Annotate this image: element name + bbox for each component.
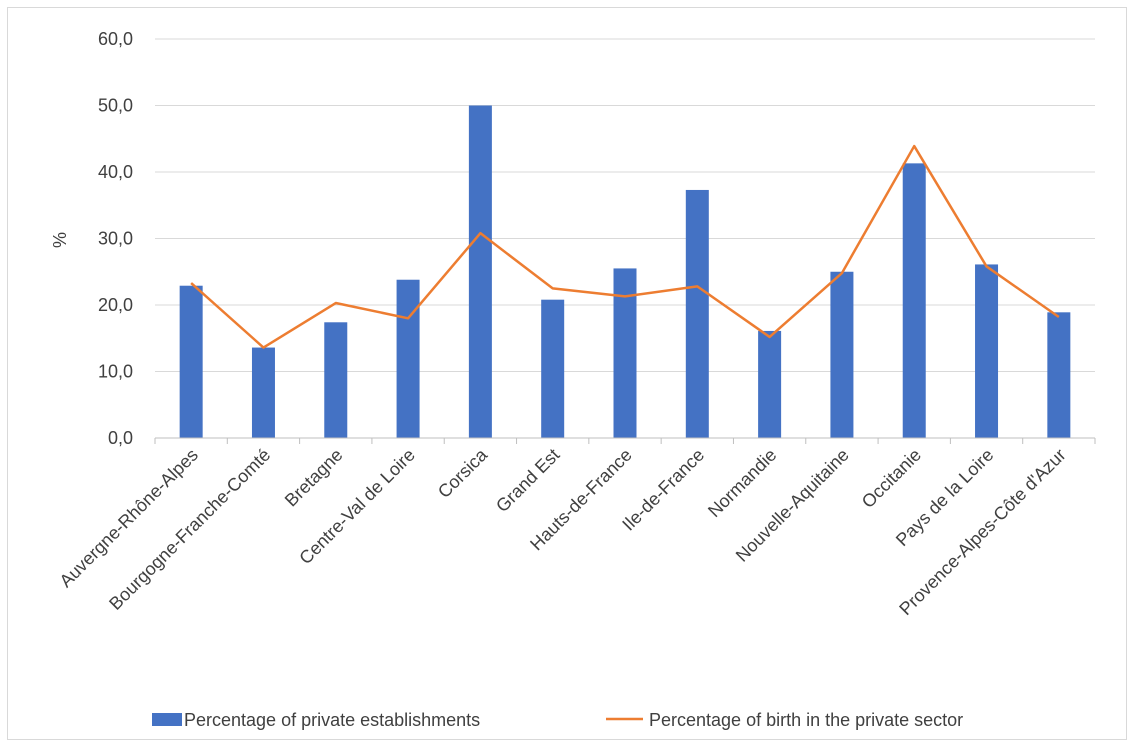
bar: [830, 271, 854, 438]
bar: [613, 268, 637, 438]
legend: Percentage of private establishments Per…: [152, 710, 963, 730]
bars: [179, 105, 1071, 439]
x-tick-label: Corsica: [434, 444, 492, 502]
y-tick-label: 20,0: [98, 295, 133, 315]
legend-swatch-bar: [152, 713, 182, 726]
y-tick-label: 10,0: [98, 362, 133, 382]
bar: [902, 163, 926, 439]
y-tick-label: 0,0: [108, 428, 133, 448]
y-tick-label: 30,0: [98, 229, 133, 249]
y-tick-label: 40,0: [98, 162, 133, 182]
bar: [179, 285, 203, 438]
bar: [685, 189, 709, 438]
x-tick-label: Normandie: [704, 445, 780, 521]
bar: [1047, 312, 1071, 438]
bar: [758, 330, 782, 438]
bar: [251, 347, 275, 438]
bar: [396, 279, 420, 438]
bar: [324, 322, 348, 438]
x-tick-labels: Auvergne-Rhône-AlpesBourgogne-Franche-Co…: [56, 444, 1070, 619]
bar: [468, 105, 492, 438]
gridlines: [155, 38, 1095, 372]
bar: [975, 264, 999, 438]
y-axis-title: %: [50, 232, 70, 248]
x-tick-label: Grand Est: [492, 445, 563, 516]
x-tick-label: Bretagne: [281, 445, 347, 511]
y-tick-label: 50,0: [98, 96, 133, 116]
x-tick-label: Occitanie: [858, 445, 925, 512]
y-tick-labels: 0,0 10,0 20,0 30,0 40,0 50,0 60,0: [98, 29, 133, 448]
legend-label-bar: Percentage of private establishments: [184, 710, 480, 730]
legend-label-line: Percentage of birth in the private secto…: [649, 710, 963, 730]
line-series: [190, 144, 1060, 349]
y-tick-label: 60,0: [98, 29, 133, 49]
x-tick-label: Auvergne-Rhône-Alpes: [56, 445, 202, 591]
bar: [541, 299, 565, 438]
x-tick-marks: [154, 438, 1096, 444]
